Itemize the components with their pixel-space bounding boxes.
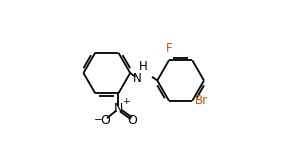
Text: O: O — [100, 114, 110, 127]
Text: O: O — [127, 114, 137, 127]
Text: F: F — [166, 42, 172, 55]
Text: −: − — [94, 115, 102, 125]
Text: H: H — [139, 60, 148, 73]
Text: N: N — [133, 72, 141, 85]
Text: +: + — [122, 97, 129, 105]
Text: Br: Br — [194, 94, 208, 107]
Text: N: N — [114, 102, 123, 115]
